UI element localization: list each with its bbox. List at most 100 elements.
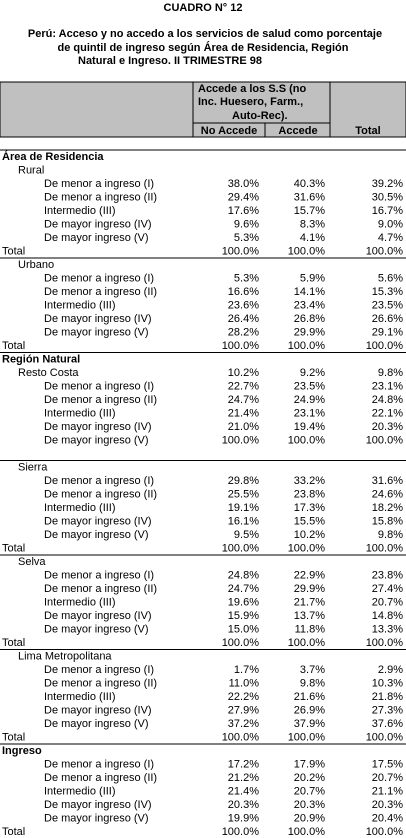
cell: 29.4% (228, 191, 259, 203)
cell: 23.5% (372, 299, 403, 311)
row-label: De menor a ingreso (I) (44, 664, 154, 676)
row-label: De menor a ingreso (II) (44, 394, 157, 406)
row-label: Intermedio (III) (44, 299, 116, 311)
cell: 100.0% (366, 434, 404, 446)
row-label: Intermedio (III) (44, 502, 116, 514)
row-label: De menor a ingreso (II) (44, 772, 157, 784)
cell: 20.3% (372, 799, 403, 811)
cell: 13.3% (372, 623, 403, 635)
cell: 8.3% (300, 218, 325, 230)
row-label: De mayor ingreso (IV) (44, 218, 152, 230)
cell: 100.0% (288, 340, 326, 352)
cell: 20.7% (372, 596, 403, 608)
cell: 24.8% (372, 394, 403, 406)
cell: 21.2% (228, 772, 259, 784)
group-name: Selva (18, 556, 46, 568)
cell: 26.4% (228, 313, 259, 325)
cell: 10.2% (228, 367, 259, 379)
cell: 22.1% (372, 407, 403, 419)
row-label: De mayor ingreso (IV) (44, 515, 152, 527)
cell: 100.0% (222, 731, 260, 743)
column-header: Total (355, 125, 380, 137)
cell: 100.0% (288, 542, 326, 554)
cell: 17.2% (228, 758, 259, 770)
group-name: Sierra (18, 461, 48, 473)
cell: 19.4% (294, 421, 325, 433)
row-label: De mayor ingreso (V) (44, 529, 149, 541)
cell: 29.9% (294, 583, 325, 595)
cell: 11.8% (295, 623, 326, 635)
cell: 100.0% (366, 637, 404, 649)
cell: 18.2% (372, 502, 403, 514)
row-label: De mayor ingreso (V) (44, 232, 149, 244)
cell: 20.2% (294, 772, 325, 784)
cell: 9.5% (234, 529, 259, 541)
cell: 27.9% (228, 704, 259, 716)
cell: 21.0% (228, 421, 259, 433)
cell: 25.5% (228, 488, 259, 500)
cell: 19.9% (228, 812, 259, 824)
cell: 100.0% (366, 826, 404, 838)
cell: 20.9% (294, 812, 325, 824)
row-label: Intermedio (III) (44, 691, 116, 703)
row-label: De menor a ingreso (II) (44, 677, 157, 689)
cell: 22.7% (228, 380, 259, 392)
cell: 20.3% (372, 421, 403, 433)
row-label: Intermedio (III) (44, 785, 116, 797)
row-label: Intermedio (III) (44, 596, 116, 608)
row-label: Total (2, 731, 25, 743)
row-label: Total (2, 340, 25, 352)
cell: 9.6% (234, 218, 259, 230)
cell: 5.6% (378, 272, 403, 284)
cell: 31.6% (294, 191, 325, 203)
section-title: Región Natural (2, 353, 80, 365)
cell: 21.6% (294, 691, 325, 703)
cell: 29.9% (294, 326, 325, 338)
cell: 5.3% (234, 232, 259, 244)
cell: 1.7% (234, 664, 259, 676)
cell: 15.7% (294, 205, 325, 217)
row-label: De menor a ingreso (II) (44, 583, 157, 595)
section-title: Ingreso (2, 745, 42, 757)
row-label: De mayor ingreso (IV) (44, 610, 152, 622)
cell: 100.0% (366, 340, 404, 352)
cell: 23.6% (228, 299, 259, 311)
cell: 26.6% (372, 313, 403, 325)
cell: 24.9% (294, 394, 325, 406)
cell: 4.7% (378, 232, 403, 244)
row-label: Total (2, 245, 25, 257)
group-name: Urbano (18, 259, 54, 271)
row-label: De menor a ingreso (II) (44, 488, 157, 500)
cell: 100.0% (222, 434, 260, 446)
cell: 14.8% (372, 610, 403, 622)
cell: 100.0% (288, 637, 326, 649)
cell: 23.1% (294, 407, 325, 419)
cell: 17.5% (372, 758, 403, 770)
cell: 26.8% (294, 313, 325, 325)
cell: 37.2% (228, 718, 259, 730)
cell: 20.7% (294, 785, 325, 797)
cell: 9.2% (300, 367, 325, 379)
cell: 22.2% (228, 691, 259, 703)
row-label: De menor a ingreso (I) (44, 272, 154, 284)
row-label: Total (2, 542, 25, 554)
cell: 16.7% (372, 205, 403, 217)
cell: 10.3% (372, 677, 403, 689)
row-label: De mayor ingreso (IV) (44, 313, 152, 325)
cell: 100.0% (288, 826, 326, 838)
cell: 20.7% (372, 772, 403, 784)
cell: 16.1% (228, 515, 259, 527)
cell: 100.0% (366, 731, 404, 743)
cell: 27.3% (372, 704, 403, 716)
cell: 40.3% (294, 178, 325, 190)
cell: 22.9% (294, 569, 325, 581)
cell: 9.8% (300, 677, 325, 689)
cell: 9.8% (378, 367, 403, 379)
cell: 13.7% (294, 610, 325, 622)
cell: 100.0% (288, 245, 326, 257)
cell: 20.4% (372, 812, 403, 824)
cell: 24.8% (228, 569, 259, 581)
column-header: Accede (278, 125, 317, 137)
cell: 23.4% (294, 299, 325, 311)
